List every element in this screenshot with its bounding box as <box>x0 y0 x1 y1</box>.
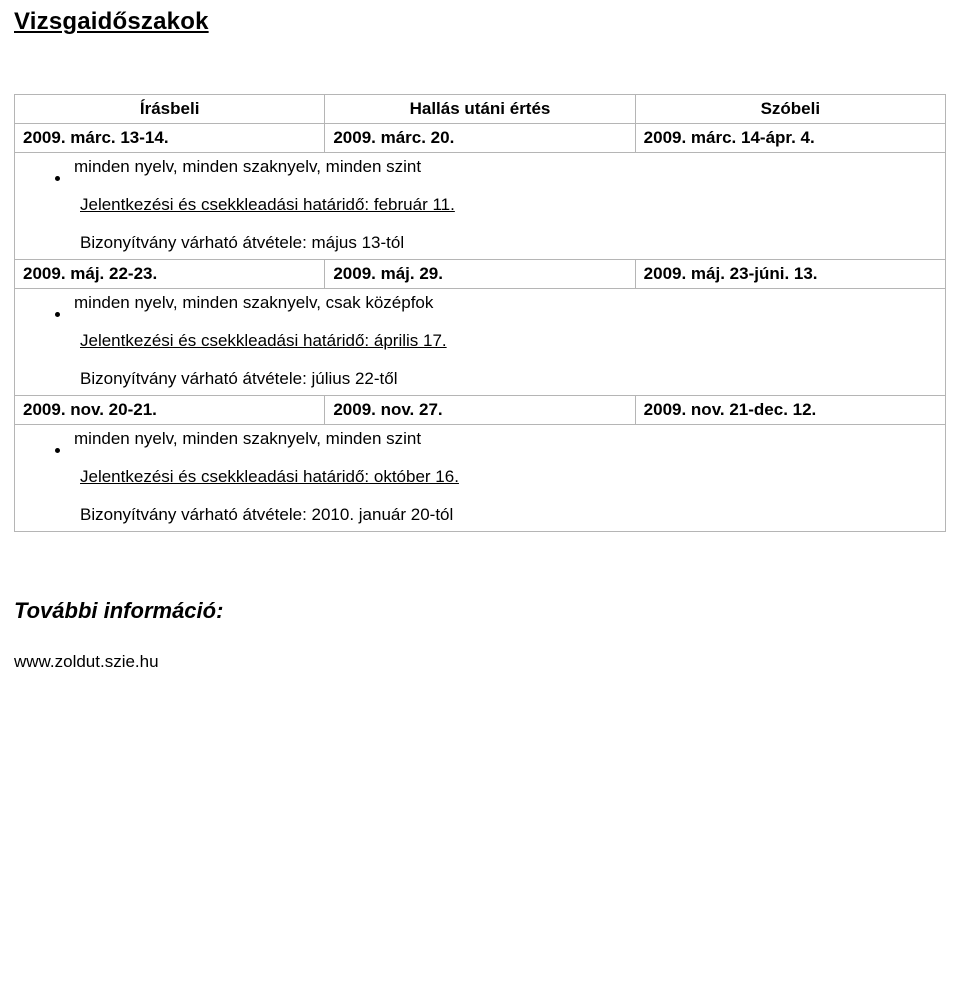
table-row: 2009. márc. 13-14. 2009. márc. 20. 2009.… <box>15 124 946 153</box>
scope-bullet: minden nyelv, minden szaknyelv, csak köz… <box>25 293 935 313</box>
listening-date: 2009. márc. 20. <box>325 124 635 153</box>
col-header-listening: Hallás utáni értés <box>325 95 635 124</box>
oral-date: 2009. nov. 21-dec. 12. <box>635 396 945 425</box>
receipt-text: Bizonyítvány várható átvétele: július 22… <box>25 369 935 389</box>
written-date: 2009. nov. 20-21. <box>15 396 325 425</box>
scope-text: minden nyelv, minden szaknyelv, csak köz… <box>74 293 433 313</box>
oral-date: 2009. márc. 14-ápr. 4. <box>635 124 945 153</box>
table-row: 2009. máj. 22-23. 2009. máj. 29. 2009. m… <box>15 260 946 289</box>
session-details: minden nyelv, minden szaknyelv, minden s… <box>15 153 946 260</box>
table-row: minden nyelv, minden szaknyelv, minden s… <box>15 153 946 260</box>
written-date: 2009. máj. 22-23. <box>15 260 325 289</box>
table-row: 2009. nov. 20-21. 2009. nov. 27. 2009. n… <box>15 396 946 425</box>
col-header-oral: Szóbeli <box>635 95 945 124</box>
scope-bullet: minden nyelv, minden szaknyelv, minden s… <box>25 429 935 449</box>
deadline-text: Jelentkezési és csekkleadási határidő: á… <box>25 331 935 351</box>
receipt-text: Bizonyítvány várható átvétele: május 13-… <box>25 233 935 253</box>
deadline-text: Jelentkezési és csekkleadási határidő: f… <box>25 195 935 215</box>
listening-date: 2009. máj. 29. <box>325 260 635 289</box>
scope-bullet: minden nyelv, minden szaknyelv, minden s… <box>25 157 935 177</box>
listening-date: 2009. nov. 27. <box>325 396 635 425</box>
bullet-icon <box>55 448 60 453</box>
page-title: Vizsgaidőszakok <box>14 8 946 36</box>
written-date: 2009. márc. 13-14. <box>15 124 325 153</box>
session-details: minden nyelv, minden szaknyelv, csak köz… <box>15 289 946 396</box>
session-details: minden nyelv, minden szaknyelv, minden s… <box>15 425 946 532</box>
deadline-text: Jelentkezési és csekkleadási határidő: o… <box>25 467 935 487</box>
oral-date: 2009. máj. 23-júni. 13. <box>635 260 945 289</box>
table-header-row: Írásbeli Hallás utáni értés Szóbeli <box>15 95 946 124</box>
col-header-written: Írásbeli <box>15 95 325 124</box>
scope-text: minden nyelv, minden szaknyelv, minden s… <box>74 429 421 449</box>
table-row: minden nyelv, minden szaknyelv, csak köz… <box>15 289 946 396</box>
table-row: minden nyelv, minden szaknyelv, minden s… <box>15 425 946 532</box>
schedule-table: Írásbeli Hallás utáni értés Szóbeli 2009… <box>14 94 946 532</box>
receipt-text: Bizonyítvány várható átvétele: 2010. jan… <box>25 505 935 525</box>
scope-text: minden nyelv, minden szaknyelv, minden s… <box>74 157 421 177</box>
bullet-icon <box>55 312 60 317</box>
more-info-title: További információ: <box>14 598 946 624</box>
bullet-icon <box>55 176 60 181</box>
more-info-url: www.zoldut.szie.hu <box>14 652 946 672</box>
